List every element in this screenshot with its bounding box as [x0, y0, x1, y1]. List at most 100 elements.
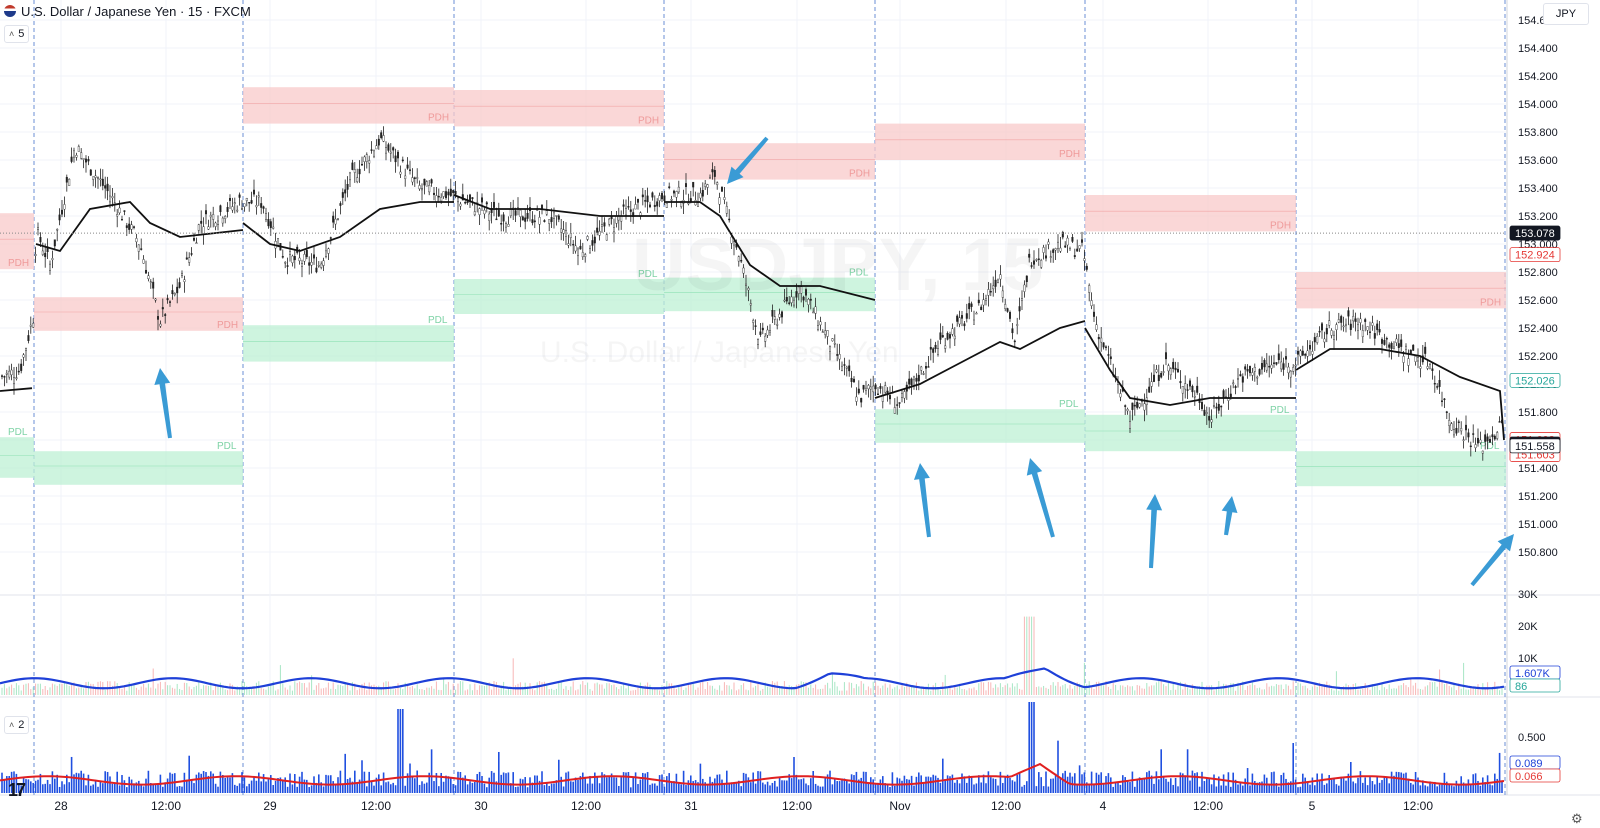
candle-body: [1433, 383, 1436, 385]
candle-body: [519, 209, 522, 217]
candle-body: [447, 191, 450, 196]
candle-body: [757, 339, 760, 345]
candle-body: [332, 215, 335, 223]
pdl-zone: [454, 279, 664, 314]
candle-body: [1395, 338, 1398, 343]
candle-body: [793, 299, 796, 306]
candle-body: [1443, 398, 1446, 401]
candle-body: [200, 220, 203, 224]
candle-body: [269, 221, 272, 228]
candle-body: [1448, 420, 1451, 426]
candle-body: [1208, 415, 1211, 421]
candle-body: [125, 225, 128, 228]
candle-body: [1176, 368, 1179, 373]
candle-body: [579, 245, 582, 250]
candle-body: [1416, 357, 1419, 362]
candle-body: [908, 378, 911, 385]
candle-body: [884, 385, 887, 393]
candle-body: [20, 363, 23, 371]
currency-button[interactable]: JPY: [1543, 3, 1589, 25]
candle-body: [603, 222, 606, 227]
candle-body: [440, 197, 443, 202]
candle-body: [625, 208, 628, 216]
candle-body: [459, 203, 462, 207]
price-tick-label: 151.000: [1518, 519, 1558, 531]
candle-body: [1476, 437, 1479, 444]
candle-body: [1460, 428, 1463, 432]
candle-body: [392, 147, 395, 151]
candle-body: [999, 274, 1002, 280]
candle-body: [1126, 408, 1129, 412]
candle-body: [257, 195, 260, 198]
candle-body: [413, 177, 416, 179]
candle-body: [1332, 334, 1335, 340]
candle-body: [769, 330, 772, 333]
candle-body: [1263, 360, 1266, 368]
candle-body: [706, 184, 709, 188]
candle-body: [581, 252, 584, 258]
candle-body: [346, 184, 349, 190]
candle-body: [433, 192, 436, 195]
candle-body: [457, 197, 460, 203]
candle-body: [1241, 376, 1244, 383]
candle-body: [41, 250, 44, 255]
candle-body: [1210, 419, 1213, 423]
candle-body: [212, 214, 215, 220]
candle-body: [1076, 248, 1079, 252]
candle-body: [749, 303, 752, 306]
candle-body: [1284, 356, 1287, 360]
candle-body: [265, 213, 268, 220]
candle-body: [1462, 439, 1465, 441]
candle-body: [985, 298, 988, 301]
candle-body: [1042, 247, 1045, 253]
time-axis-label: 30: [474, 799, 488, 813]
annotation-arrow: [154, 368, 172, 439]
candle-body: [94, 175, 97, 178]
candle-body: [339, 203, 342, 206]
candle-body: [1059, 247, 1062, 252]
candle-body: [289, 251, 292, 255]
candle-body: [185, 257, 188, 260]
candle-body: [337, 218, 340, 221]
candle-body: [577, 248, 580, 257]
candle-body: [783, 299, 786, 302]
candle-body: [917, 374, 920, 382]
price-badge: [1509, 372, 1561, 388]
candle-body: [1452, 429, 1455, 436]
volume-tick-label: 10K: [1518, 653, 1538, 665]
candle-body: [778, 313, 781, 318]
pdh-label: PDH: [849, 169, 870, 180]
candle-body: [164, 314, 167, 316]
candle-body: [610, 216, 613, 220]
candle-body: [920, 366, 923, 371]
candle-body: [481, 197, 484, 203]
candle-body: [1268, 365, 1271, 368]
collapse-indicators-button[interactable]: ˄ 5: [4, 25, 30, 43]
candle-body: [1088, 285, 1091, 293]
candle-body: [478, 208, 481, 215]
candle-body: [58, 214, 61, 221]
candle-body: [171, 290, 174, 295]
pdh-zone: [875, 123, 1085, 160]
candle-body: [889, 395, 892, 400]
candle-body: [1001, 290, 1004, 298]
candle-body: [382, 135, 385, 142]
candle-body: [176, 286, 179, 294]
candle-body: [72, 150, 75, 158]
gear-icon[interactable]: ⚙: [1571, 811, 1583, 826]
candle-body: [327, 248, 330, 254]
candle-body: [344, 189, 347, 194]
candle-body: [1335, 324, 1338, 331]
rsi-pane-toggle[interactable]: ˄ 2: [4, 716, 30, 734]
pdl-zone: [0, 437, 34, 478]
candle-body: [826, 330, 829, 337]
candle-body: [1282, 363, 1285, 370]
price-tick-label: 150.800: [1518, 547, 1558, 559]
symbol-header[interactable]: U.S. Dollar / Japanese Yen · 15 · FXCM: [4, 2, 251, 20]
pdh-label: PDH: [1059, 149, 1080, 160]
candle-body: [1119, 393, 1122, 398]
candle-body: [75, 155, 78, 158]
candle-body: [533, 220, 536, 223]
